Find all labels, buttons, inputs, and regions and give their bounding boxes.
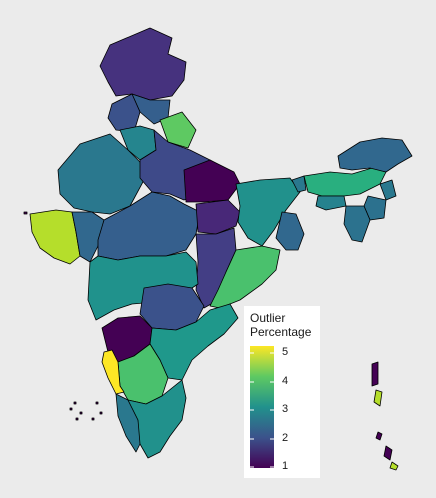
- legend-colorbar: [250, 346, 274, 468]
- legend-tick-label: 3: [282, 403, 289, 415]
- region-jammu-kashmir: [99, 27, 187, 101]
- legend-tick-label: 1: [282, 460, 289, 472]
- colorbar-gradient: [250, 346, 274, 468]
- legend-title: Outlier: [250, 311, 286, 325]
- region-rajasthan: [57, 133, 145, 215]
- region-sikkim: [291, 175, 307, 193]
- region-gujarat-mainland: [71, 211, 105, 263]
- region-jharkhand: [195, 199, 241, 235]
- region-arunachal: [337, 137, 413, 173]
- region-nagaland: [379, 179, 397, 201]
- legend-tick-label: 4: [282, 375, 289, 387]
- region-meghalaya: [315, 195, 347, 211]
- region-assam: [303, 167, 387, 197]
- region-tamil-nadu: [127, 379, 187, 459]
- legend-tick-label: 2: [282, 432, 289, 444]
- region-speck: [23, 211, 28, 215]
- india-choropleth-map: [23, 27, 413, 471]
- region-bihar: [183, 159, 241, 203]
- legend-title: Percentage: [250, 325, 312, 339]
- legend: Outlier Percentage 5 4 3 2 1: [244, 306, 320, 478]
- region-uttarakhand: [159, 111, 197, 149]
- region-andaman-nicobar: [371, 361, 399, 471]
- region-lakshadweep: [69, 401, 103, 421]
- region-west-bengal: [235, 177, 301, 247]
- region-tripura-mizoram: [343, 205, 371, 243]
- region-gujarat: [29, 209, 81, 265]
- legend-tick-label: 5: [282, 346, 289, 358]
- region-coastal-strip: [101, 349, 125, 395]
- region-manipur: [363, 195, 387, 221]
- region-kolkata-delta: [275, 211, 305, 251]
- region-maharashtra: [87, 251, 199, 321]
- region-odisha: [209, 245, 281, 309]
- region-karnataka-south: [117, 343, 169, 405]
